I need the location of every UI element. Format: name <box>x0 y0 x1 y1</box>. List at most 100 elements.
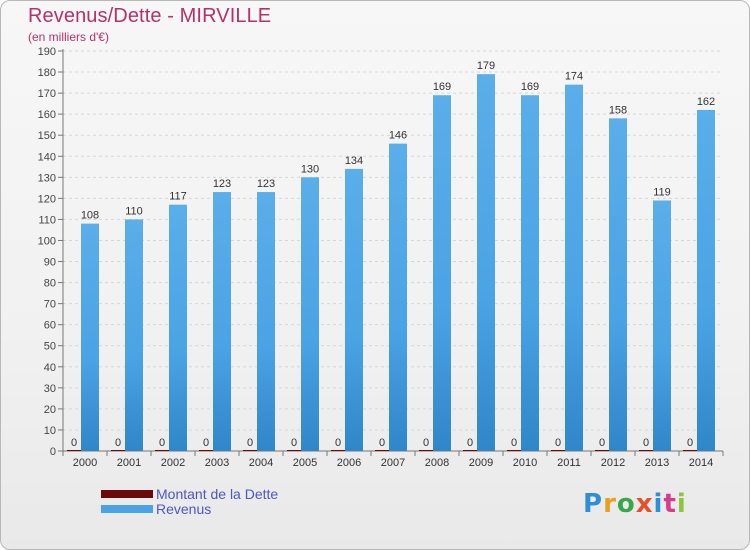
data-label-revenus: 123 <box>257 178 275 190</box>
data-label-dette: 0 <box>511 437 517 449</box>
bar-revenus <box>433 95 451 452</box>
x-tick-label: 2010 <box>513 457 537 469</box>
y-tick-label: 150 <box>38 130 56 142</box>
logo-letter: i <box>653 489 664 519</box>
bar-revenus <box>213 192 231 452</box>
data-label-revenus: 119 <box>653 186 671 198</box>
bar-revenus <box>521 95 539 452</box>
bar-revenus <box>565 84 583 452</box>
bar-revenus <box>257 192 275 452</box>
data-label-revenus: 146 <box>389 130 407 142</box>
bar-dette <box>595 450 609 451</box>
data-label-dette: 0 <box>291 437 297 449</box>
x-tick-label: 2011 <box>557 457 581 469</box>
bar-revenus <box>477 74 495 451</box>
bar-dette <box>287 450 301 451</box>
data-label-revenus: 169 <box>433 81 451 93</box>
y-tick-label: 20 <box>44 404 56 416</box>
x-tick-label: 2012 <box>601 457 625 469</box>
data-label-dette: 0 <box>643 437 649 449</box>
x-tick-label: 2007 <box>381 457 405 469</box>
y-tick-label: 10 <box>44 425 56 437</box>
logo-letter: i <box>676 489 687 519</box>
data-label-dette: 0 <box>423 437 429 449</box>
proxiti-logo: Proxiti <box>583 489 687 519</box>
data-label-dette: 0 <box>247 437 253 449</box>
bar-dette <box>375 450 389 451</box>
y-tick-label: 90 <box>44 257 56 269</box>
x-tick-label: 2000 <box>73 457 97 469</box>
x-tick-label: 2009 <box>469 457 493 469</box>
y-tick-label: 130 <box>38 172 56 184</box>
bar-revenus <box>697 109 715 452</box>
bar-dette <box>155 450 169 451</box>
data-label-revenus: 179 <box>477 60 495 72</box>
y-tick-label: 0 <box>50 446 56 458</box>
data-label-revenus: 169 <box>521 81 539 93</box>
bar-dette <box>507 450 521 451</box>
bar-revenus <box>609 118 627 452</box>
data-label-revenus: 162 <box>697 96 715 108</box>
data-label-revenus: 123 <box>213 178 231 190</box>
bar-dette <box>639 450 653 451</box>
data-label-dette: 0 <box>555 437 561 449</box>
x-tick-label: 2005 <box>293 457 317 469</box>
y-tick-label: 190 <box>38 46 56 58</box>
data-label-dette: 0 <box>687 437 693 449</box>
y-tick-label: 110 <box>38 214 56 226</box>
data-label-dette: 0 <box>159 437 165 449</box>
bar-dette <box>683 450 697 451</box>
x-tick-label: 2002 <box>161 457 185 469</box>
y-tick-label: 170 <box>38 88 56 100</box>
x-tick-label: 2004 <box>249 457 273 469</box>
x-tick-label: 2003 <box>205 457 229 469</box>
y-tick-label: 120 <box>38 193 56 205</box>
logo-letter: x <box>635 489 654 519</box>
bar-dette <box>419 450 433 451</box>
y-tick-label: 50 <box>44 341 56 353</box>
y-tick-label: 70 <box>44 299 56 311</box>
y-tick-label: 160 <box>38 109 56 121</box>
data-label-revenus: 110 <box>125 205 143 217</box>
bar-dette <box>199 450 213 451</box>
y-tick-label: 140 <box>38 151 56 163</box>
y-tick-label: 60 <box>44 320 56 332</box>
bar-revenus <box>125 219 143 451</box>
data-label-dette: 0 <box>379 437 385 449</box>
bar-revenus <box>301 177 319 451</box>
data-label-dette: 0 <box>335 437 341 449</box>
bar-dette <box>111 450 125 451</box>
chart-title: Revenus/Dette - MIRVILLE <box>28 5 272 27</box>
x-tick-label: 2001 <box>117 457 141 469</box>
logo-letter: r <box>603 489 617 519</box>
data-label-revenus: 134 <box>345 155 363 167</box>
data-label-revenus: 130 <box>301 163 319 175</box>
x-tick-label: 2013 <box>645 457 669 469</box>
data-label-revenus: 117 <box>169 191 187 203</box>
bar-dette <box>243 450 257 451</box>
bar-revenus <box>389 143 407 451</box>
logo-letter: P <box>583 489 604 519</box>
legend-label-revenus: Revenus <box>156 501 212 517</box>
data-label-dette: 0 <box>115 437 121 449</box>
bar-revenus <box>169 204 187 451</box>
legend-swatch-revenus <box>101 505 153 513</box>
bar-dette <box>67 450 81 451</box>
data-label-dette: 0 <box>203 437 209 449</box>
chart-subtitle: (en milliers d'€) <box>28 30 109 44</box>
bar-dette <box>463 450 477 451</box>
data-label-dette: 0 <box>71 437 77 449</box>
bar-chart: 0 10 20 30 40 50 60 70 80 90 100 110 120 130 140 150 160… <box>38 46 724 469</box>
legend-swatch-dette <box>101 490 153 498</box>
legend-label-dette: Montant de la Dette <box>156 486 279 502</box>
y-tick-label: 100 <box>38 235 56 247</box>
y-tick-label: 40 <box>44 362 56 374</box>
data-label-dette: 0 <box>467 437 473 449</box>
data-label-revenus: 158 <box>609 104 627 116</box>
bar-revenus <box>345 168 363 452</box>
data-label-dette: 0 <box>599 437 605 449</box>
data-label-revenus: 174 <box>565 71 583 83</box>
y-tick-label: 80 <box>44 278 56 290</box>
x-tick-label: 2006 <box>337 457 361 469</box>
